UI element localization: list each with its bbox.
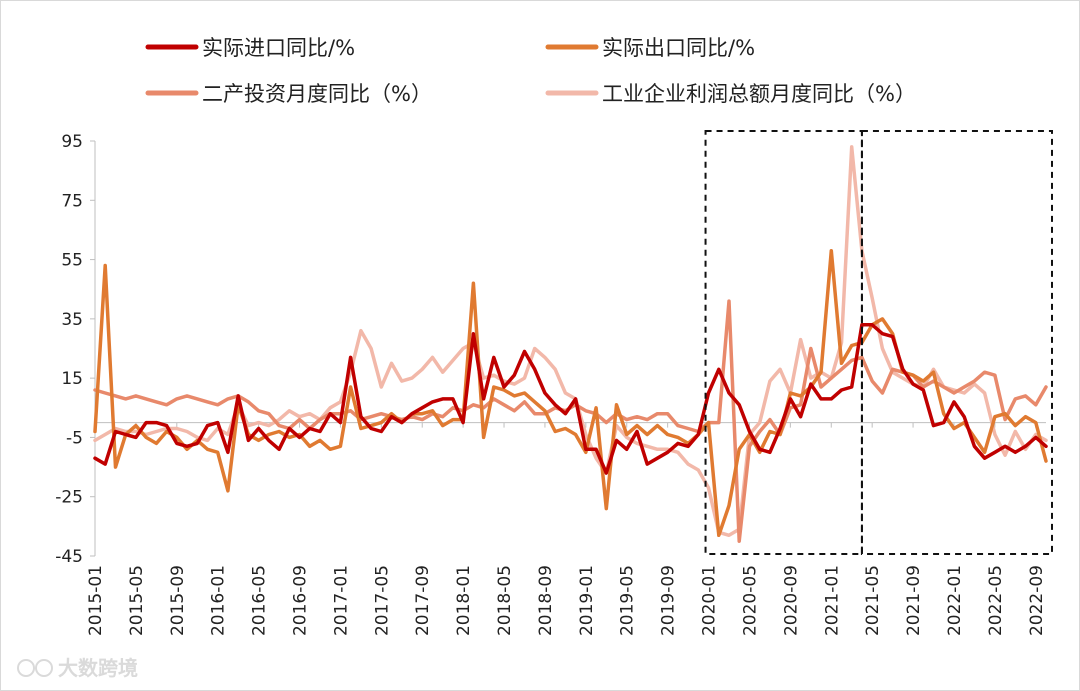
legend-item-export: 实际出口同比/% xyxy=(545,36,755,60)
x-tick-label: 2015-01 xyxy=(86,565,106,636)
series-line-profit xyxy=(93,145,1048,538)
legend-label-investment: 二产投资月度同比（%） xyxy=(202,82,432,106)
legend-label-export: 实际出口同比/% xyxy=(602,36,755,60)
x-tick-label: 2018-01 xyxy=(454,565,474,636)
watermark-text: 大数跨境 xyxy=(58,656,138,680)
x-tick-label: 2019-01 xyxy=(577,565,597,636)
y-tick-label: 35 xyxy=(61,310,83,330)
x-tick-label: 2022-09 xyxy=(1027,565,1047,636)
annotations xyxy=(704,130,1053,555)
x-tick-label: 2021-05 xyxy=(863,565,883,636)
x-tick-label: 2016-09 xyxy=(291,565,311,636)
legend: 实际进口同比/% 实际出口同比/% 二产投资月度同比（%） 工业企业利润总额月度… xyxy=(145,36,916,106)
legend-item-profit: 工业企业利润总额月度同比（%） xyxy=(545,82,916,106)
series-line-export xyxy=(93,248,1048,538)
y-tick-label: 55 xyxy=(61,251,83,271)
y-tick-label: -5 xyxy=(66,428,83,448)
legend-label-import: 实际进口同比/% xyxy=(202,36,355,60)
x-tick-label: 2017-09 xyxy=(413,565,433,636)
legend-item-investment: 二产投资月度同比（%） xyxy=(145,82,432,106)
y-tick-label: 95 xyxy=(61,132,83,152)
x-tick-label: 2020-01 xyxy=(700,565,720,636)
series-lines xyxy=(93,145,1048,543)
x-tick-label: 2015-09 xyxy=(168,565,188,636)
x-tick-label: 2020-09 xyxy=(781,565,801,636)
y-tick-label: -45 xyxy=(55,547,83,567)
x-tick-label: 2017-05 xyxy=(372,565,392,636)
y-tick-label: -25 xyxy=(55,488,83,508)
x-tick-label: 2022-05 xyxy=(986,565,1006,636)
highlight-box-2 xyxy=(860,130,1053,555)
legend-label-profit: 工业企业利润总额月度同比（%） xyxy=(602,82,916,106)
x-tick-label: 2019-05 xyxy=(618,565,638,636)
x-tick-label: 2019-09 xyxy=(659,565,679,636)
x-tick-label: 2016-05 xyxy=(250,565,270,636)
x-tick-label: 2017-01 xyxy=(331,565,351,636)
x-tick-label: 2018-05 xyxy=(495,565,515,636)
y-tick-label: 75 xyxy=(61,191,83,211)
legend-item-import: 实际进口同比/% xyxy=(145,36,355,60)
y-tick-label: 15 xyxy=(61,369,83,389)
watermark: 大数跨境 xyxy=(17,656,138,680)
x-tick-label: 2015-05 xyxy=(127,565,147,636)
x-tick-label: 2020-05 xyxy=(740,565,760,636)
x-tick-label: 2021-01 xyxy=(822,565,842,636)
series-line-import xyxy=(93,323,1048,475)
x-tick-label: 2016-01 xyxy=(209,565,229,636)
watermark-logo-icon-2 xyxy=(35,659,53,677)
x-tick-label: 2022-01 xyxy=(945,565,965,636)
x-tick-label: 2021-09 xyxy=(904,565,924,636)
watermark-logo-icon xyxy=(17,659,35,677)
x-tick-label: 2018-09 xyxy=(536,565,556,636)
